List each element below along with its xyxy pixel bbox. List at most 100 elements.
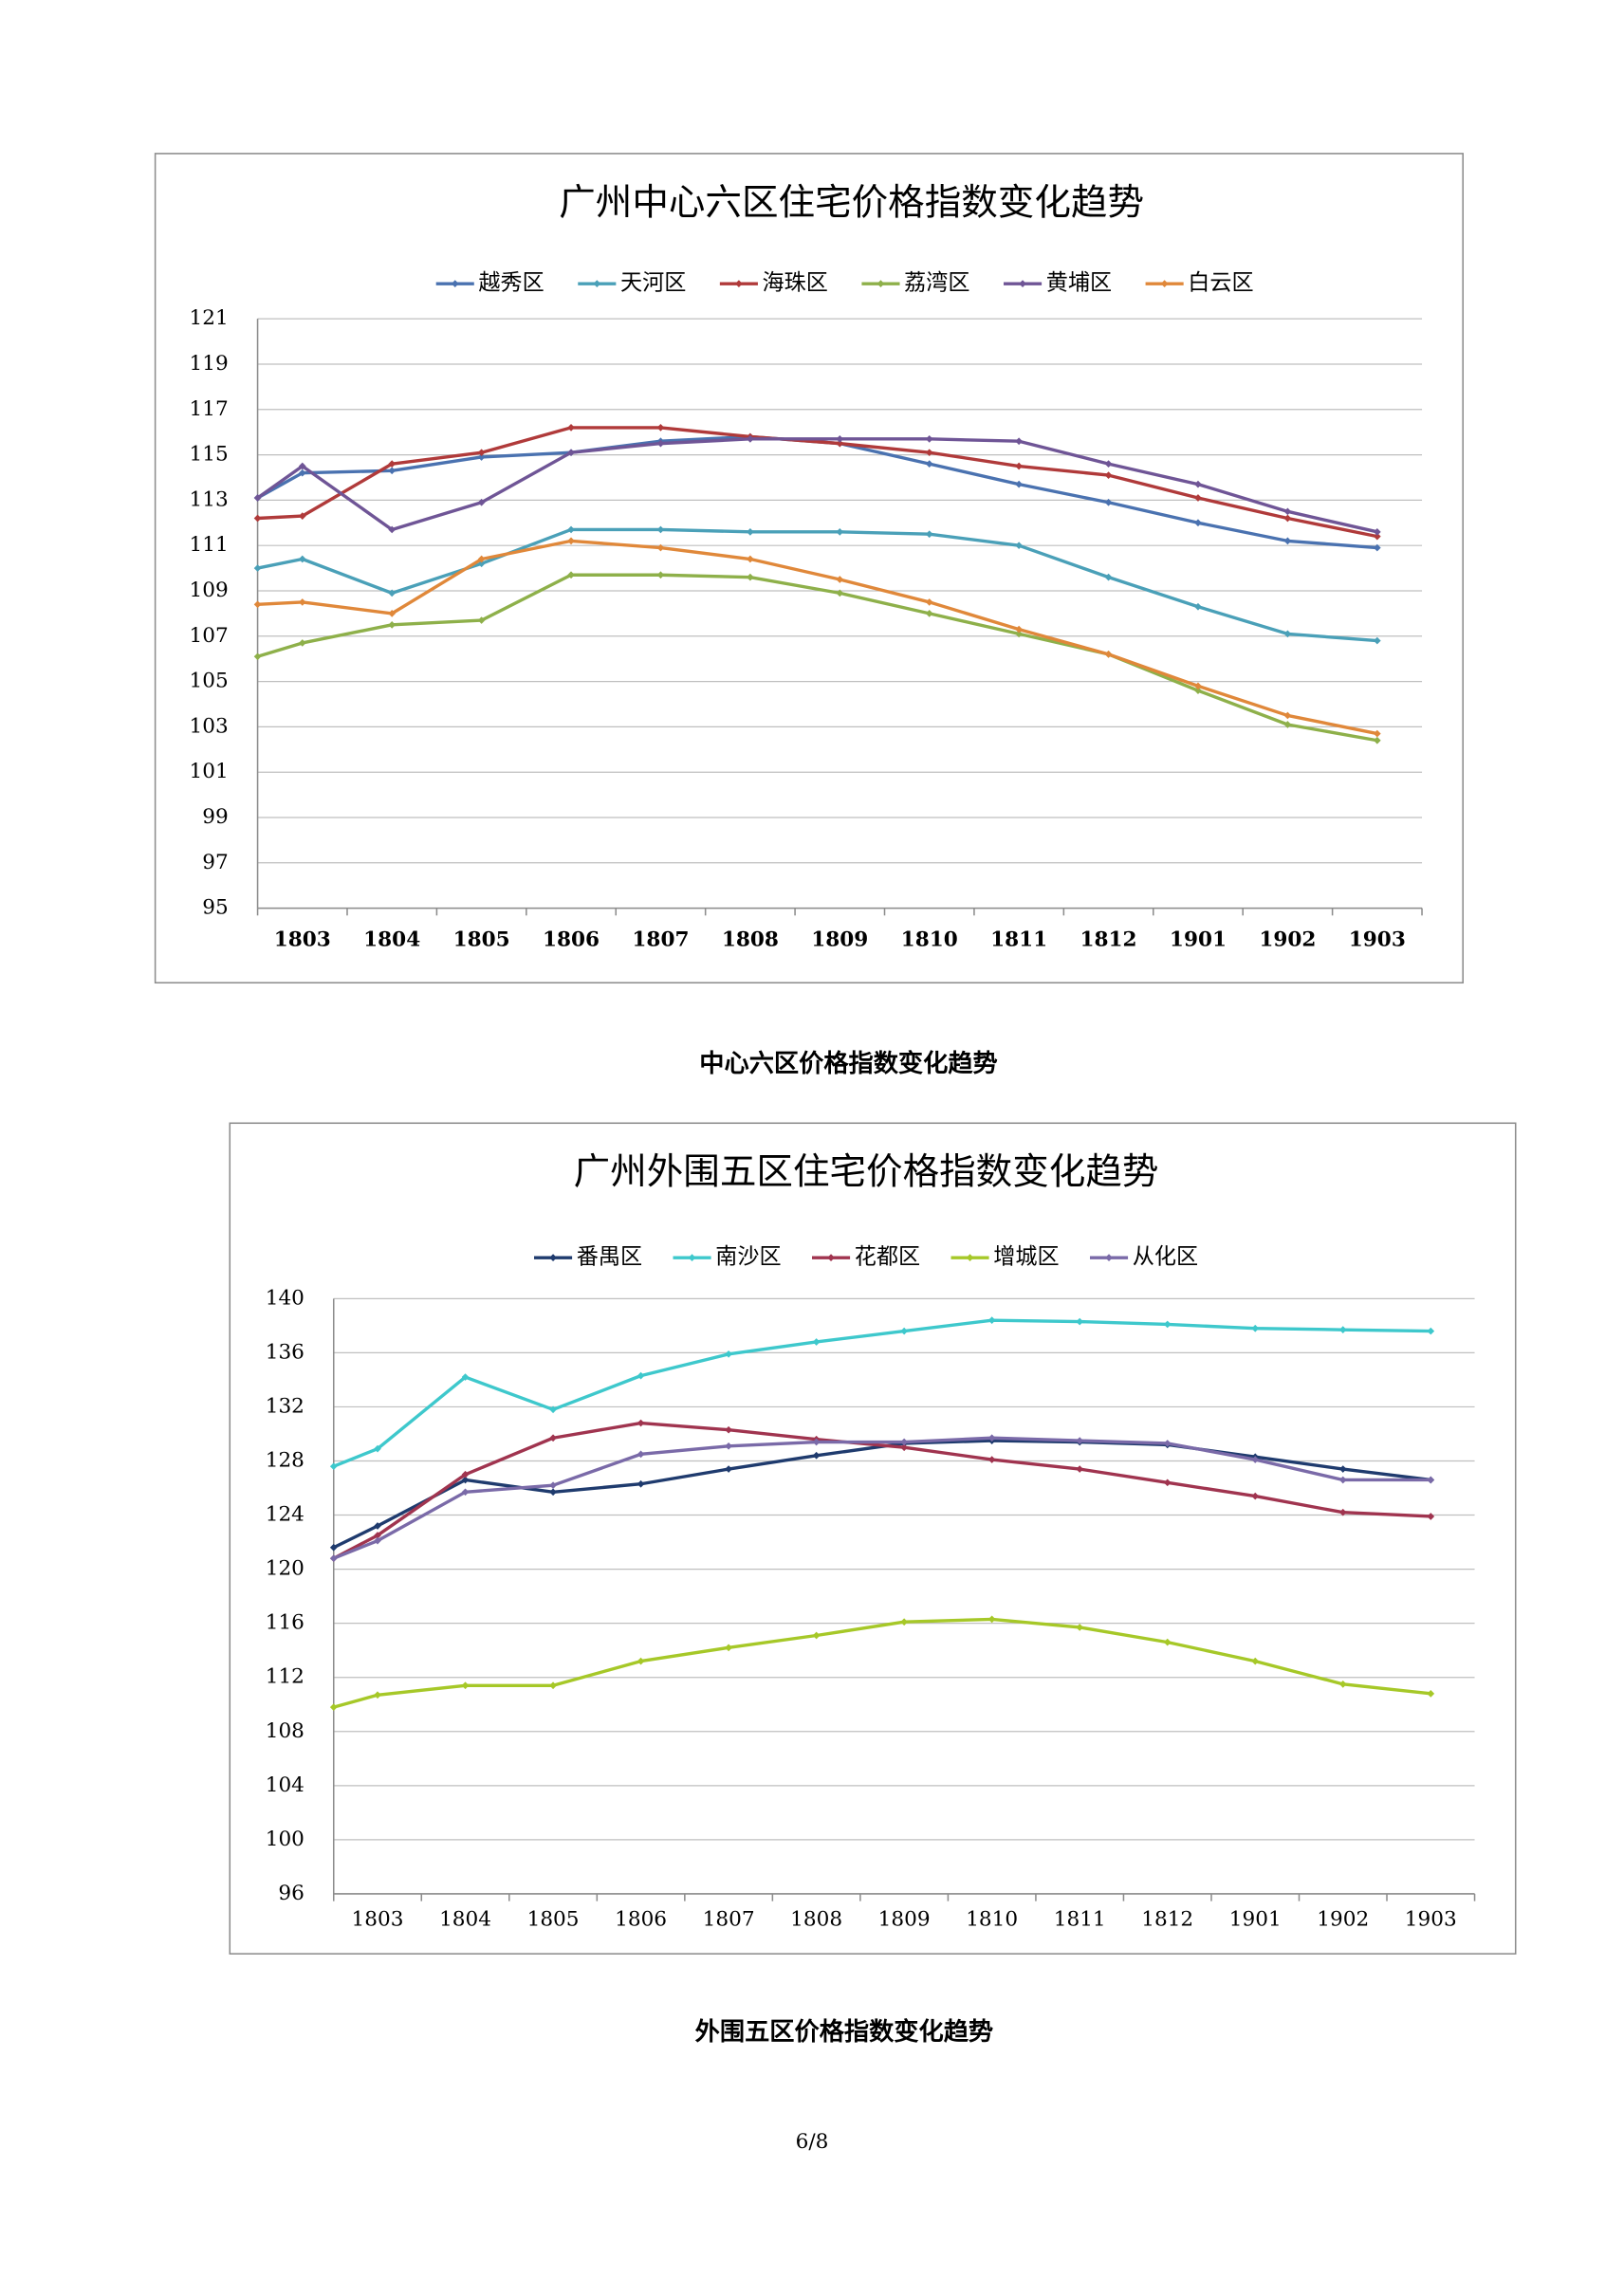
data-point (900, 1327, 909, 1335)
data-point (1194, 519, 1202, 527)
y-tick-label: 97 (202, 851, 228, 874)
data-point (656, 571, 665, 579)
data-point (747, 527, 754, 536)
data-point (1163, 1440, 1172, 1447)
data-point (1373, 527, 1381, 536)
y-tick-label: 107 (190, 624, 229, 648)
data-point (374, 1444, 381, 1453)
x-tick-label: 1811 (990, 928, 1047, 952)
x-tick-label: 1808 (722, 928, 779, 952)
x-tick-label: 1809 (811, 928, 868, 952)
data-point (637, 1450, 645, 1459)
data-point (925, 530, 933, 539)
legend-label: 从化区 (1133, 1245, 1198, 1270)
chart-frame (154, 153, 1464, 984)
legend-label: 南沙区 (715, 1245, 781, 1270)
y-tick-label: 132 (266, 1394, 304, 1418)
y-tick-label: 119 (190, 352, 229, 376)
legend-marker (1019, 280, 1026, 288)
data-point (253, 514, 262, 523)
data-point (812, 1631, 821, 1640)
data-point (298, 512, 306, 520)
data-point (1194, 480, 1202, 488)
data-point (900, 1618, 909, 1626)
y-tick-label: 101 (190, 760, 229, 783)
y-tick-label: 96 (278, 1882, 304, 1905)
data-point (567, 525, 575, 534)
y-tick-label: 105 (190, 670, 229, 693)
data-point (477, 453, 486, 461)
x-tick-label: 1807 (632, 928, 689, 952)
data-point (725, 1465, 732, 1473)
data-point (836, 527, 844, 536)
data-point (1194, 602, 1202, 611)
series-line (257, 539, 1378, 736)
legend-label: 增城区 (993, 1245, 1059, 1270)
data-point (329, 1462, 338, 1471)
data-point (1104, 471, 1113, 479)
data-point (388, 460, 397, 468)
data-point (374, 1536, 381, 1545)
data-point (298, 462, 306, 470)
series-line (333, 1318, 1431, 1468)
series-line (257, 527, 1377, 643)
legend-label: 越秀区 (478, 271, 544, 296)
data-point (374, 1532, 381, 1539)
legend-marker (877, 280, 885, 288)
data-point (987, 1456, 996, 1463)
legend-label: 海珠区 (763, 271, 828, 296)
data-point (253, 600, 262, 609)
y-tick-label: 111 (190, 533, 229, 557)
data-point (388, 589, 397, 597)
data-point (1373, 636, 1381, 645)
x-tick-label: 1805 (453, 928, 510, 952)
legend-label: 荔湾区 (904, 271, 969, 296)
caption: 外围五区价格指数变化趋势 (695, 2017, 993, 2047)
data-point (477, 616, 486, 624)
x-tick-label: 1806 (615, 1908, 667, 1932)
data-point (1015, 625, 1023, 634)
data-point (725, 1425, 732, 1434)
data-point (1194, 687, 1202, 695)
data-point (374, 1691, 381, 1699)
data-point (1194, 682, 1202, 690)
y-tick-label: 140 (266, 1286, 304, 1310)
caption: 中心六区价格指数变化趋势 (699, 1049, 997, 1078)
y-tick-label: 116 (266, 1611, 304, 1635)
data-point (298, 555, 306, 563)
data-point (329, 1703, 338, 1711)
data-point (549, 1681, 557, 1690)
data-point (253, 494, 262, 502)
data-point (549, 1481, 557, 1490)
x-tick-label: 1903 (1405, 1908, 1457, 1932)
x-tick-label: 1811 (1054, 1908, 1106, 1932)
y-tick-label: 136 (266, 1340, 304, 1364)
y-tick-label: 103 (190, 714, 229, 738)
x-tick-label: 1808 (790, 1908, 842, 1932)
y-tick-label: 108 (266, 1719, 304, 1743)
series-line (333, 1439, 1431, 1550)
data-point (925, 449, 933, 457)
data-point (1015, 462, 1023, 470)
data-point (253, 564, 262, 572)
data-point (1283, 507, 1292, 516)
y-tick-label: 112 (266, 1665, 304, 1689)
data-point (925, 460, 933, 468)
y-tick-label: 124 (266, 1503, 304, 1527)
data-point (637, 1371, 645, 1380)
data-point (567, 449, 575, 457)
data-point (836, 439, 844, 448)
data-point (1373, 532, 1381, 541)
data-point (461, 1681, 470, 1690)
data-point (298, 598, 306, 606)
y-tick-label: 109 (190, 579, 229, 602)
x-tick-label: 1812 (1141, 1908, 1193, 1932)
data-point (656, 525, 665, 534)
data-point (836, 589, 844, 597)
y-tick-label: 115 (190, 443, 229, 467)
data-point (1373, 543, 1381, 552)
data-point (1194, 494, 1202, 502)
data-point (1015, 437, 1023, 446)
